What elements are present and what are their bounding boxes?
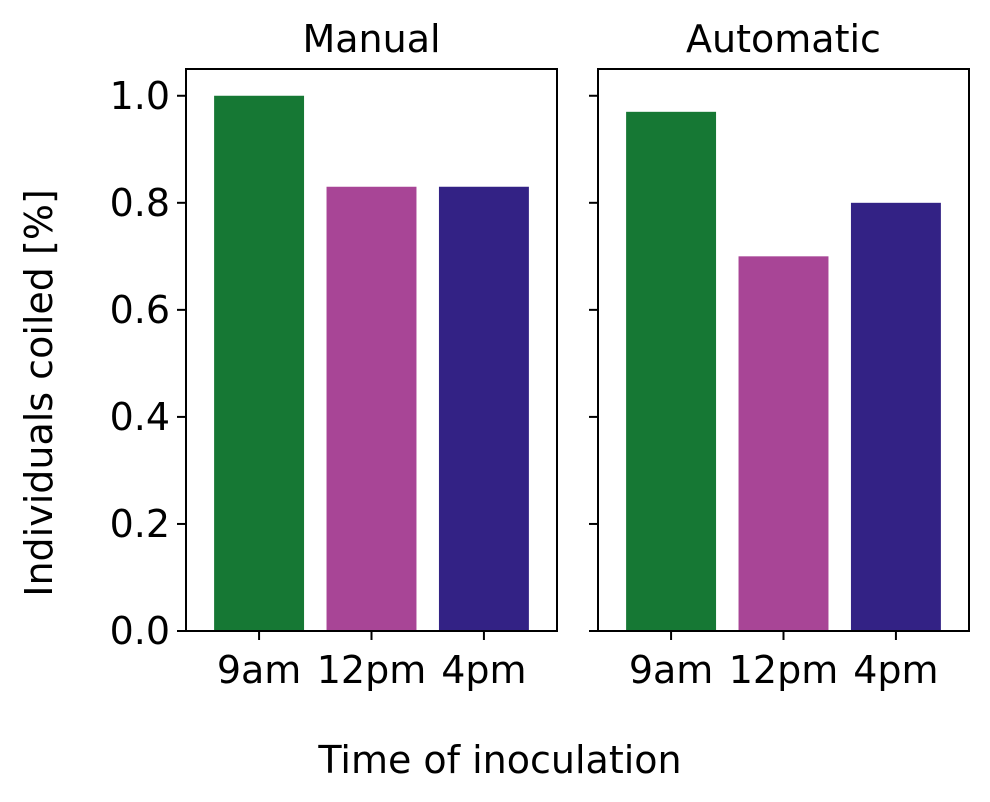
x-axis-label: Time of inoculation (317, 738, 681, 782)
panel-title: Manual (302, 17, 440, 61)
y-tick-label: 1.0 (110, 74, 170, 118)
x-tick-label: 4pm (441, 648, 526, 692)
y-tick-label: 0.2 (110, 502, 170, 546)
x-tick-label: 12pm (729, 648, 839, 692)
bar-manual-4pm (438, 186, 529, 631)
bar-manual-9am (214, 95, 305, 631)
y-axis-label: Individuals coiled [%] (17, 189, 61, 597)
bar-manual-12pm (326, 186, 417, 631)
x-tick-label: 9am (217, 648, 301, 692)
y-tick-label: 0.8 (110, 181, 170, 225)
y-tick-label: 0.4 (110, 395, 170, 439)
x-tick-label: 12pm (317, 648, 427, 692)
bar-automatic-9am (626, 111, 717, 631)
x-tick-label: 9am (629, 648, 713, 692)
bar-automatic-12pm (738, 256, 829, 631)
bar-automatic-4pm (850, 202, 941, 631)
panel-title: Automatic (686, 17, 881, 61)
y-tick-label: 0.0 (110, 609, 170, 653)
y-tick-label: 0.6 (110, 288, 170, 332)
x-tick-label: 4pm (853, 648, 938, 692)
